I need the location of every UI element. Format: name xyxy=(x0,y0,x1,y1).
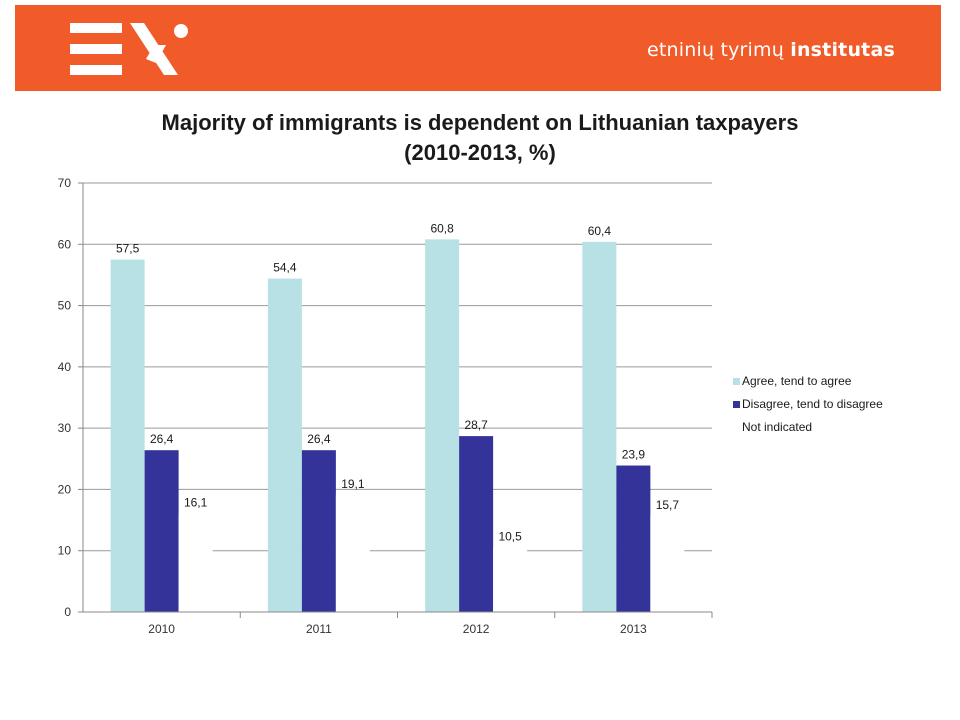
data-label: 26,4 xyxy=(150,432,174,446)
x-tick-label: 2013 xyxy=(620,622,647,636)
data-label: 23,9 xyxy=(622,448,646,462)
legend-swatch xyxy=(733,378,740,385)
y-tick-label: 0 xyxy=(64,605,71,619)
data-label: 54,4 xyxy=(273,261,297,275)
y-tick-label: 10 xyxy=(58,544,72,558)
x-tick-label: 2012 xyxy=(463,622,490,636)
x-tick-label: 2011 xyxy=(306,622,332,636)
bar xyxy=(425,239,460,612)
bar xyxy=(335,494,370,612)
y-tick-label: 50 xyxy=(58,299,72,313)
legend-swatch xyxy=(733,401,740,408)
data-label: 15,7 xyxy=(656,498,680,512)
data-label: 60,4 xyxy=(588,224,612,238)
y-tick-label: 70 xyxy=(58,176,72,190)
data-label: 60,8 xyxy=(430,221,454,235)
legend-label: Not indicated xyxy=(742,420,812,434)
org-name-bold: institutas xyxy=(790,39,895,61)
bar xyxy=(301,450,336,612)
data-label: 16,1 xyxy=(184,495,208,509)
bar xyxy=(178,513,213,612)
data-label: 26,4 xyxy=(307,432,331,446)
header-banner: etninių tyrimų institutas xyxy=(15,5,941,91)
y-tick-label: 20 xyxy=(58,482,72,496)
org-name-light: etninių tyrimų xyxy=(646,39,784,61)
y-tick-label: 60 xyxy=(58,237,72,251)
y-tick-label: 40 xyxy=(58,360,72,374)
chart-title-line1: Majority of immigrants is dependent on L… xyxy=(161,110,799,135)
legend-swatch xyxy=(733,424,740,431)
org-name: etninių tyrimų institutas xyxy=(647,39,895,61)
bar xyxy=(144,450,179,612)
y-tick-label: 30 xyxy=(58,421,72,435)
data-label: 57,5 xyxy=(116,242,140,256)
data-label: 10,5 xyxy=(498,530,522,544)
data-label: 28,7 xyxy=(464,418,488,432)
chart-title: Majority of immigrants is dependent on L… xyxy=(0,108,960,168)
legend-label: Disagree, tend to disagree xyxy=(742,397,883,411)
bar xyxy=(459,436,494,612)
chart-title-line2: (2010-2013, %) xyxy=(404,140,556,165)
bar xyxy=(616,465,651,612)
en-logo-icon xyxy=(70,23,188,75)
bar xyxy=(110,259,145,612)
bar xyxy=(493,547,528,612)
x-tick-label: 2010 xyxy=(148,622,175,636)
legend-label: Agree, tend to agree xyxy=(742,374,852,388)
bar xyxy=(650,515,685,612)
bar xyxy=(267,278,302,612)
bar xyxy=(582,241,617,612)
data-label: 19,1 xyxy=(341,477,365,491)
